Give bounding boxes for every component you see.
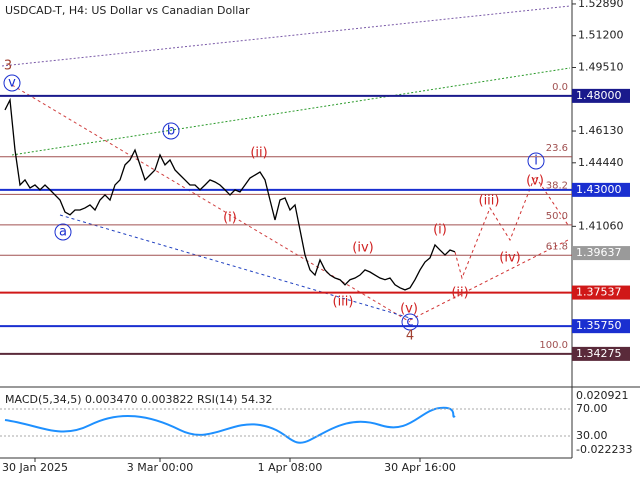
indicator-line [4,406,456,444]
wave-label: (iv) [499,251,520,266]
fib-label: 38.2 [546,180,568,191]
level-label: 1.34275 [576,347,622,360]
wave-label: (v) [526,174,544,189]
wave-circle [527,152,545,170]
fib-label: 23.6 [546,143,568,154]
chart-title: USDCAD-T, H4: US Dollar vs Canadian Doll… [5,4,250,17]
y-tick-label: 1.46130 [578,124,624,137]
forecast-path [454,174,569,280]
level-label: 1.37537 [576,286,622,299]
wave-label: b [167,124,175,139]
x-tick-label: 30 Jan 2025 [2,461,68,474]
wave-label: v [8,76,16,91]
wave-label: (i) [223,211,237,226]
y-tick-label: 1.52890 [578,0,624,10]
wave-label: (iii) [479,194,500,209]
price-line [4,97,456,291]
wave-label: (v) [400,302,418,317]
wave-label: 4 [406,329,414,344]
wave-label: 3 [4,59,12,74]
indicator-tick-label: 70.00 [576,402,608,415]
wave-label: (ii) [451,286,468,301]
fib-label: 50.0 [546,211,568,222]
wave-circle [401,313,419,331]
wave-circle [54,223,72,241]
x-tick-label: 1 Apr 08:00 [258,461,323,474]
level-label: 1.43000 [576,183,622,196]
fib-label: 0.0 [552,82,568,93]
y-tick-label: 1.44440 [578,156,624,169]
wave-label: a [59,225,67,240]
indicator-tick-label: 0.020921 [576,389,629,402]
trend-line [1,5,571,67]
wave-line [59,214,411,319]
wave-label: (iv) [352,241,373,256]
wave-label: (ii) [250,146,267,161]
y-tick-label: 1.49510 [578,60,624,73]
fib-label: 100.0 [539,340,568,351]
level-box [572,182,630,197]
level-box [572,319,630,334]
x-tick-label: 30 Apr 16:00 [384,461,456,474]
indicator-title: MACD(5,34,5) 0.003470 0.003822 RSI(14) 5… [5,393,272,406]
wave-circle [162,122,180,140]
wave-circle [3,74,21,92]
level-label: 1.35750 [576,319,622,332]
level-box [572,285,630,300]
y-tick-label: 1.51200 [578,29,624,42]
level-box [572,88,630,103]
wave-label: c [406,315,413,330]
y-tick-label: 1.41060 [578,219,624,232]
wave-label: i [534,154,538,169]
indicator-tick-label: -0.022233 [576,443,632,456]
x-tick-label: 3 Mar 00:00 [127,461,193,474]
indicator-tick-label: 30.00 [576,429,608,442]
fib-label: 61.8 [546,241,568,252]
level-box [572,246,630,261]
wave-label: (iii) [333,295,354,310]
level-box [572,346,630,361]
wave-line [11,84,411,323]
wave-label: (i) [433,223,447,238]
level-label: 1.39637 [576,246,622,259]
level-label: 1.48000 [576,89,622,102]
